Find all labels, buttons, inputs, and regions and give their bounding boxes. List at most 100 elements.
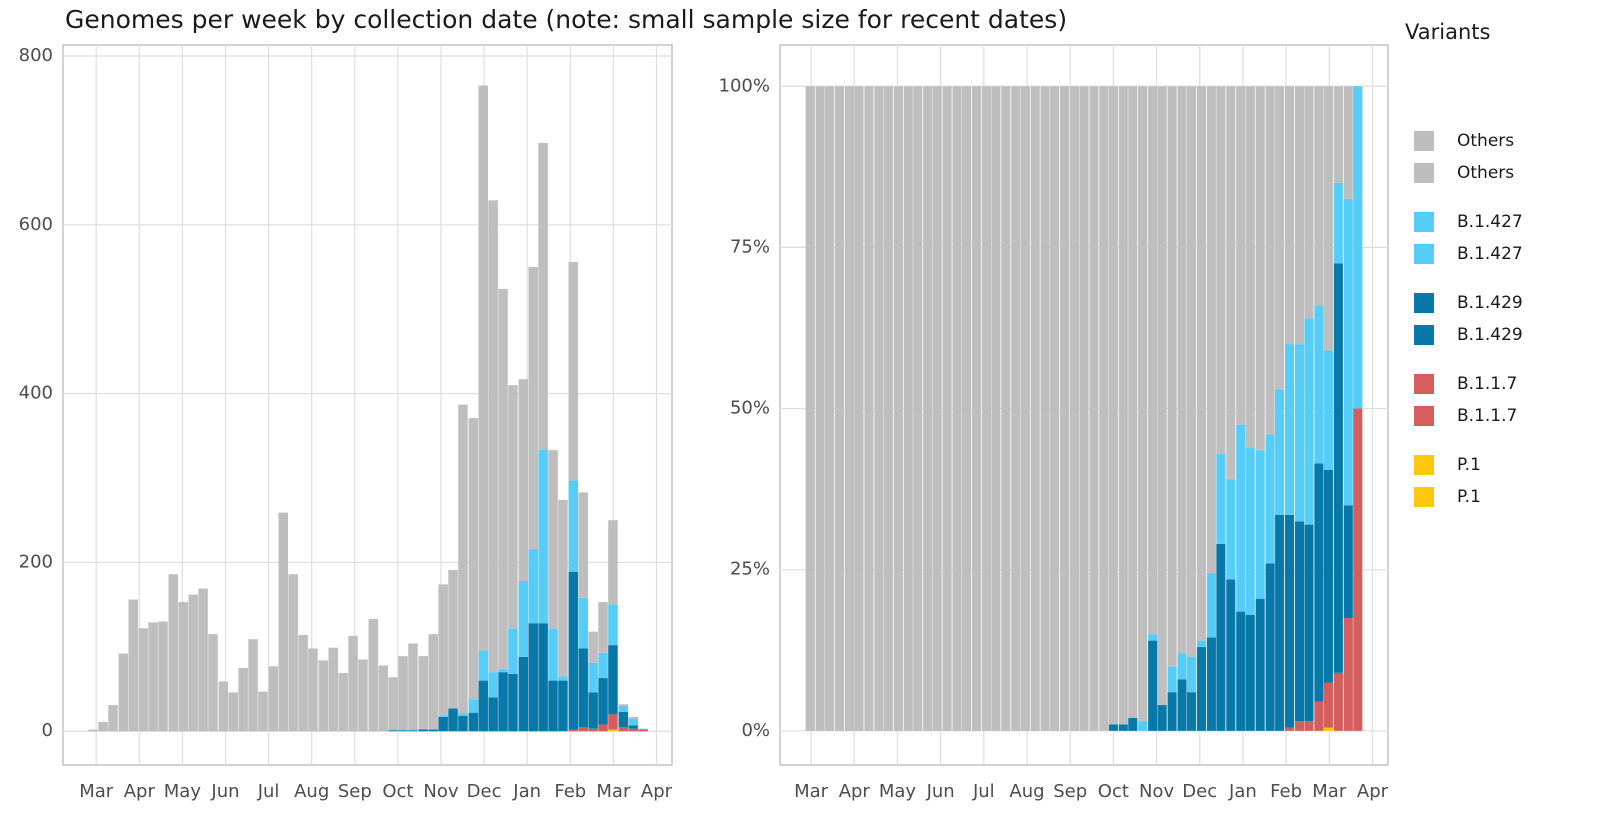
bar-segment <box>1304 318 1314 525</box>
bar-segment <box>278 512 288 732</box>
bar-segment <box>1353 86 1363 409</box>
bar-segment <box>468 699 479 713</box>
bar-segment <box>1236 611 1246 731</box>
bar-segment <box>1314 305 1324 464</box>
bar-segment <box>468 418 479 700</box>
legend-swatch <box>1414 406 1434 426</box>
bar-segment <box>118 653 129 732</box>
bar-segment <box>428 634 438 730</box>
bar-segment <box>558 676 568 681</box>
legend-label: B.1.429 <box>1457 325 1523 345</box>
bar-segment <box>1157 86 1167 706</box>
legend-label: B.1.1.7 <box>1457 374 1517 394</box>
bar-segment <box>1304 721 1314 731</box>
legend-label: B.1.429 <box>1457 293 1523 313</box>
bar-segment <box>518 379 529 581</box>
bar-segment <box>805 86 815 731</box>
bar-segment <box>598 652 608 679</box>
bar-segment <box>388 677 398 730</box>
y-tick-label: 50% <box>730 398 770 419</box>
bar-segment <box>528 266 538 549</box>
x-tick-label: Oct <box>382 781 413 802</box>
bar-segment <box>538 142 548 450</box>
legend-swatch <box>1414 325 1434 345</box>
bar-segment <box>418 656 429 729</box>
bar-segment <box>598 678 608 725</box>
bar-segment <box>588 692 598 729</box>
y-tick-label: 0% <box>741 720 770 741</box>
legend-swatch <box>1414 293 1434 313</box>
bar-segment <box>358 659 368 732</box>
bar-segment <box>108 705 118 732</box>
bar-segment <box>1323 86 1333 351</box>
bar-segment <box>628 718 638 726</box>
x-tick-label: Nov <box>1139 781 1174 802</box>
x-tick-label: Apr <box>1357 781 1389 802</box>
x-tick-label: Mar <box>596 781 631 802</box>
bar-segment <box>1284 514 1295 728</box>
x-tick-label: Jul <box>257 781 280 802</box>
y-tick-label: 200 <box>19 551 53 572</box>
bar-segment <box>488 200 498 673</box>
bar-segment <box>1060 86 1070 731</box>
bar-segment <box>178 602 189 732</box>
bar-segment <box>578 648 588 728</box>
bar-segment <box>981 86 991 731</box>
bar-segment <box>1148 634 1158 641</box>
legend-swatch <box>1414 487 1434 507</box>
bar-segment <box>398 729 408 731</box>
bar-segment <box>1333 263 1343 673</box>
bar-segment <box>398 656 408 730</box>
bar-segment <box>1226 579 1236 731</box>
bar-segment <box>398 730 408 732</box>
bar-segment <box>478 85 488 651</box>
bar-segment <box>268 666 279 732</box>
bar-segment <box>448 708 458 732</box>
bar-segment <box>1138 86 1148 722</box>
bar-segment <box>1245 614 1255 731</box>
bar-segment <box>608 714 618 730</box>
y-tick-label: 600 <box>19 214 53 235</box>
bar-segment <box>1343 618 1353 731</box>
bar-segment <box>478 650 488 681</box>
x-tick-label: Dec <box>1182 781 1217 802</box>
bar-segment <box>318 660 329 732</box>
bar-segment <box>991 86 1001 731</box>
legend-label: Others <box>1457 131 1514 151</box>
legend-swatch <box>1414 163 1434 183</box>
bar-segment <box>288 574 298 732</box>
legend-label: B.1.427 <box>1457 244 1523 264</box>
bar-segment <box>618 704 629 706</box>
bar-segment <box>568 261 579 481</box>
bar-segment <box>1196 86 1207 641</box>
x-tick-label: Feb <box>1270 781 1302 802</box>
x-tick-label: Jun <box>210 781 239 802</box>
x-tick-label: Dec <box>467 781 502 802</box>
bar-segment <box>628 728 638 732</box>
bar-segment <box>168 574 179 732</box>
bar-segment <box>238 667 248 732</box>
bar-segment <box>418 728 429 730</box>
bar-segment <box>198 588 208 732</box>
bar-segment <box>1177 653 1187 680</box>
bar-segment <box>618 705 629 712</box>
bar-segment <box>598 724 608 732</box>
bar-segment <box>388 730 398 732</box>
bar-segment <box>1148 86 1158 635</box>
bar-segment <box>1294 86 1305 345</box>
bar-segment <box>1275 514 1285 731</box>
bar-segment <box>458 404 468 714</box>
bar-segment <box>1265 86 1275 435</box>
bar-segment <box>608 729 618 732</box>
bar-segment <box>1255 86 1265 451</box>
bar-segment <box>1333 672 1343 731</box>
bar-segment <box>408 643 418 730</box>
bar-segment <box>1353 408 1363 731</box>
bar-segment <box>188 594 198 732</box>
bar-segment <box>448 570 458 709</box>
bar-segment <box>1323 682 1333 728</box>
bar-segment <box>1275 389 1285 515</box>
bar-segment <box>1216 86 1226 454</box>
bar-segment <box>1333 182 1343 264</box>
bar-segment <box>1206 86 1216 573</box>
